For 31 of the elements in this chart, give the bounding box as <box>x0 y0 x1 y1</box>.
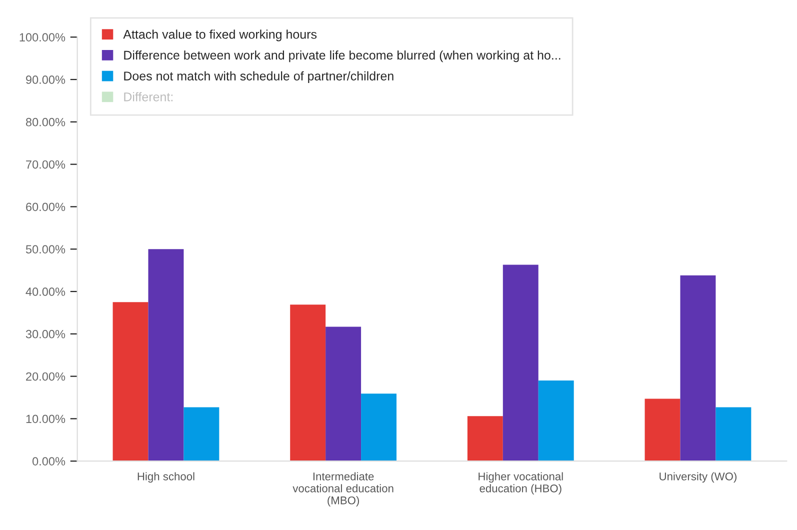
bar <box>467 416 503 462</box>
x-tick-label: University (WO) <box>660 472 736 483</box>
bar <box>644 398 680 462</box>
y-tick-label: 80.00% <box>26 118 66 126</box>
x-tick-label: Higher vocational education (HBO) <box>478 472 563 495</box>
y-tick-label: 50.00% <box>26 245 66 254</box>
bar <box>538 380 574 462</box>
legend-label: Difference between work and private life become blurred (when working at ho... <box>124 50 560 62</box>
bar <box>361 394 397 462</box>
y-tick-label: 40.00% <box>26 288 66 296</box>
x-tick-label: Intermediate vocational education (MBO) <box>292 472 394 506</box>
bar <box>290 304 326 462</box>
y-tick-label: 0.00% <box>32 457 66 466</box>
bar <box>112 302 148 462</box>
legend-label: Attach value to fixed working hours <box>123 30 317 42</box>
bar <box>716 407 752 462</box>
bar <box>502 264 538 462</box>
legend-label: Different: <box>124 92 173 102</box>
y-tick-label: 10.00% <box>26 414 66 424</box>
y-tick-label: 90.00% <box>26 76 66 84</box>
bar <box>184 407 220 462</box>
y-tick-label: 70.00% <box>26 160 66 169</box>
bar <box>148 249 184 462</box>
y-tick-label: 30.00% <box>26 330 66 338</box>
x-tick-label: High school <box>138 472 194 483</box>
bar <box>326 326 362 462</box>
y-tick-label: 100.00% <box>20 33 66 42</box>
y-tick-label: 20.00% <box>26 372 66 381</box>
legend-label: Does not match with schedule of partner/children <box>124 71 394 83</box>
bar <box>680 275 716 462</box>
y-tick-label: 60.00% <box>26 202 66 212</box>
